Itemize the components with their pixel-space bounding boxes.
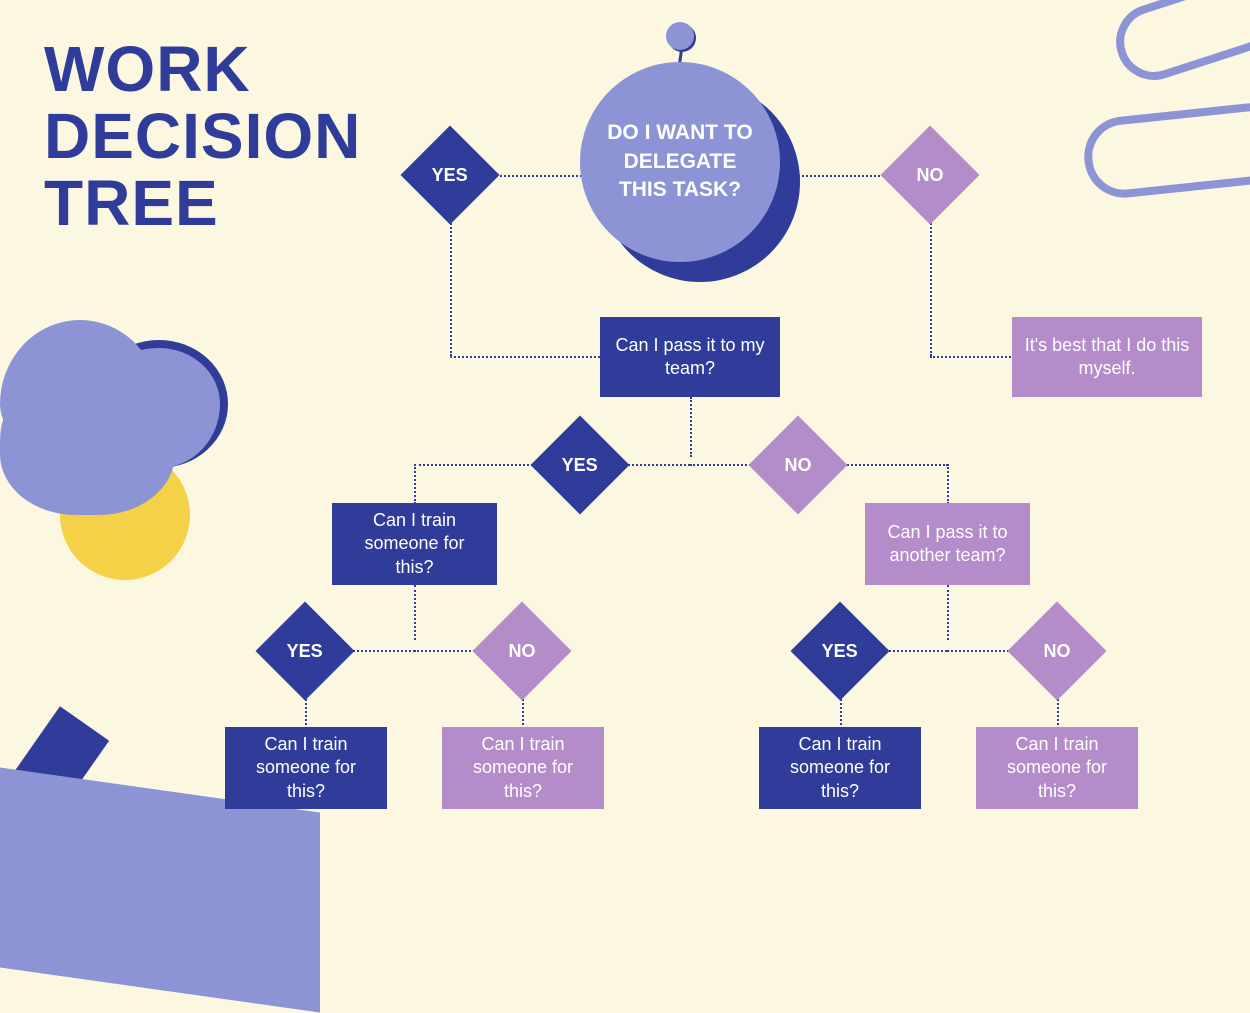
decision-yes: YES (791, 602, 890, 701)
question-box: Can I train someone for this? (225, 727, 387, 809)
paperclip-icon (1080, 99, 1250, 201)
decision-yes: YES (401, 126, 500, 225)
root-label: DO I WANT TO DELEGATE THIS TASK? (602, 119, 758, 204)
connector (930, 208, 932, 356)
question-box: Can I train someone for this? (332, 503, 497, 585)
connector (947, 464, 949, 504)
decision-no: NO (749, 416, 848, 515)
connector (450, 208, 452, 356)
connector (930, 356, 1015, 358)
connector (414, 464, 549, 466)
connector (690, 397, 692, 457)
outcome-box: It's best that I do this myself. (1012, 317, 1202, 397)
lamp-decoration (0, 300, 270, 580)
question-box: Can I train someone for this? (442, 727, 604, 809)
decision-no: NO (881, 126, 980, 225)
question-box: Can I train someone for this? (976, 727, 1138, 809)
connector (947, 585, 949, 640)
page-title: WORK DECISION TREE (44, 36, 361, 238)
root-node: DO I WANT TO DELEGATE THIS TASK? (580, 62, 810, 292)
connector (414, 585, 416, 640)
decision-yes: YES (531, 416, 630, 515)
connector (450, 356, 600, 358)
decision-no: NO (473, 602, 572, 701)
decision-no: NO (1008, 602, 1107, 701)
paperclip-icon (1106, 0, 1250, 90)
question-box: Can I pass it to another team? (865, 503, 1030, 585)
connector (414, 464, 416, 504)
question-box: Can I pass it to my team? (600, 317, 780, 397)
question-box: Can I train someone for this? (759, 727, 921, 809)
